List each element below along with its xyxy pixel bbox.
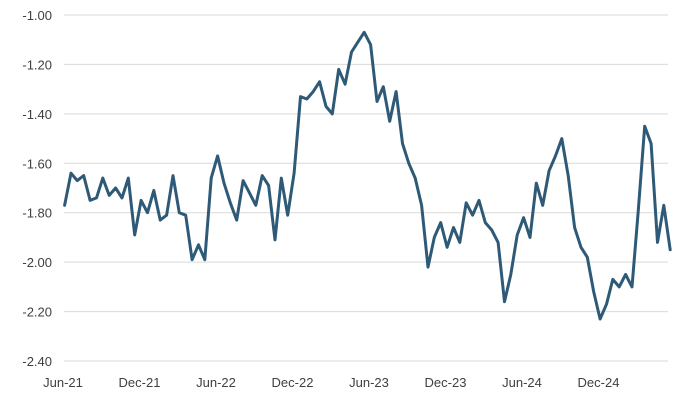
x-tick-label: Jun-24	[502, 375, 542, 390]
y-tick-label: -1.80	[22, 206, 52, 221]
x-tick-label: Dec-23	[425, 375, 467, 390]
y-tick-label: -1.40	[22, 107, 52, 122]
y-tick-label: -2.00	[22, 255, 52, 270]
x-axis-tick-labels: Jun-21 Dec-21 Jun-22 Dec-22 Jun-23 Dec-23 Jun-…	[43, 375, 619, 390]
y-tick-label: -2.20	[22, 305, 52, 320]
x-tick-label: Jun-22	[196, 375, 236, 390]
x-tick-label: Dec-24	[578, 375, 620, 390]
grid-lines	[64, 14, 668, 362]
series-lines	[63, 30, 672, 321]
y-tick-label: -1.20	[22, 57, 52, 72]
x-tick-label: Dec-22	[272, 375, 314, 390]
y-axis-tick-labels: -1.00 -1.20 -1.40 -1.60 -1.80 -2.00 -2.20 -2.40	[22, 8, 52, 369]
x-tick-label: Dec-21	[119, 375, 161, 390]
y-tick-label: -2.40	[22, 354, 52, 369]
x-tick-label: Jun-23	[349, 375, 389, 390]
x-tick-label: Jun-21	[43, 375, 83, 390]
series-line	[63, 30, 672, 321]
y-tick-label: -1.60	[22, 156, 52, 171]
y-tick-label: -1.00	[22, 8, 52, 23]
